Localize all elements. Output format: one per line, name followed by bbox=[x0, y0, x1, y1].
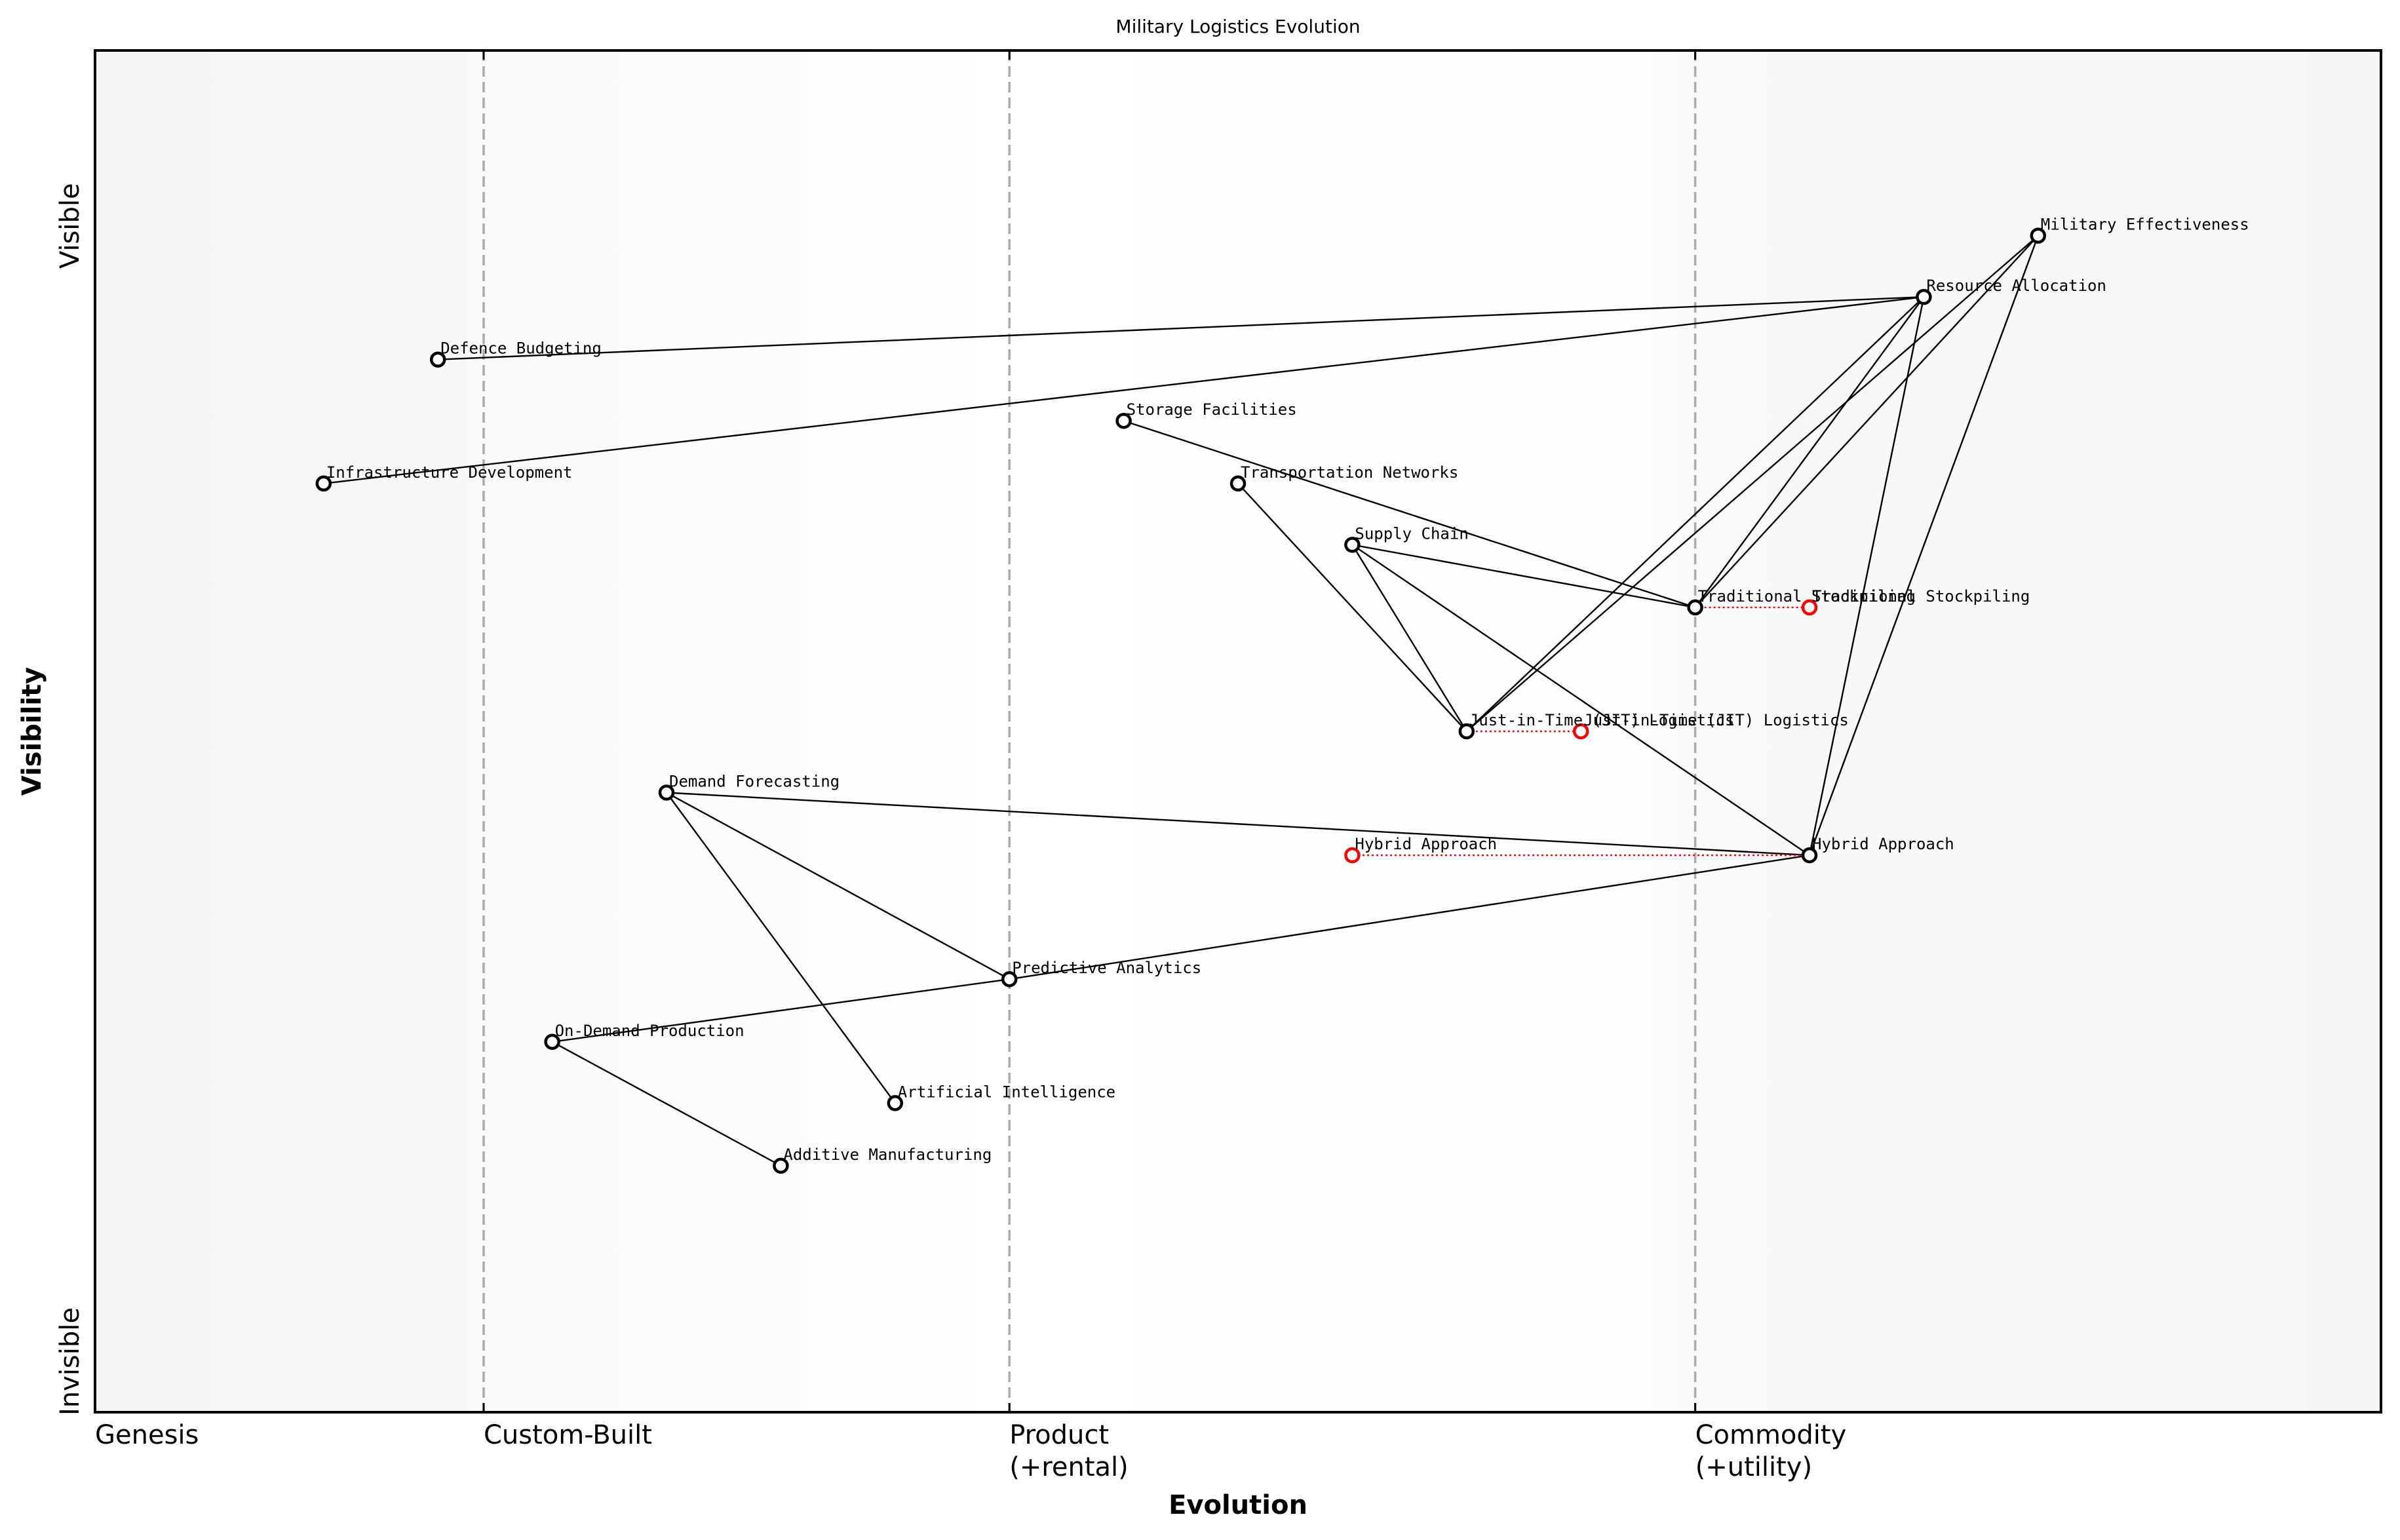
dependency-link bbox=[1465, 296, 1925, 732]
component-node bbox=[1001, 971, 1018, 988]
x-axis-title: Evolution bbox=[1169, 1490, 1307, 1520]
component-label: Hybrid Approach bbox=[1812, 835, 1954, 853]
dependency-link bbox=[666, 792, 1810, 857]
chart-title: Military Logistics Evolution bbox=[1115, 16, 1360, 37]
stage-label: Custom-Built bbox=[484, 1420, 652, 1450]
evolved-component-node bbox=[1572, 723, 1589, 740]
dependency-link bbox=[666, 792, 896, 1104]
stage-label: Commodity bbox=[1695, 1420, 1847, 1450]
plot-background bbox=[95, 50, 2381, 1412]
stage-dividers bbox=[482, 50, 1697, 1412]
component-label: Storage Facilities bbox=[1127, 400, 1297, 419]
evolved-component-node bbox=[1801, 599, 1818, 616]
component-node bbox=[429, 351, 446, 368]
y-axis-invisible-label: Invisible bbox=[55, 1307, 85, 1415]
component-node bbox=[887, 1095, 904, 1111]
component-label: Just-in-Time (JIT) Logistics bbox=[1469, 711, 1735, 729]
component-label: Resource Allocation bbox=[1926, 277, 2106, 295]
component-node bbox=[315, 475, 332, 492]
component-node bbox=[1916, 288, 1932, 305]
y-axis-visible-label: Visible bbox=[55, 183, 85, 269]
dependency-link bbox=[438, 296, 1924, 360]
component-node bbox=[544, 1033, 560, 1050]
dependency-link bbox=[1351, 544, 1810, 857]
component-labels: Military Effectiveness Resource Allocatio… bbox=[326, 216, 2249, 1164]
component-label: Supply Chain bbox=[1355, 524, 1468, 543]
stage-label: Product bbox=[1009, 1420, 1109, 1450]
dependency-link bbox=[323, 296, 1924, 484]
dependency-link bbox=[1694, 235, 2039, 608]
component-node bbox=[1344, 537, 1361, 553]
components bbox=[315, 227, 2047, 1174]
dependency-links bbox=[323, 235, 2039, 1166]
component-label: On-Demand Production bbox=[555, 1022, 745, 1040]
component-node bbox=[1458, 723, 1475, 740]
component-node bbox=[1229, 475, 1247, 492]
component-node bbox=[1801, 847, 1818, 864]
dependency-link bbox=[666, 792, 1010, 980]
dependency-link bbox=[552, 1041, 781, 1166]
component-node bbox=[773, 1157, 789, 1174]
stage-label-sub: (+utility) bbox=[1695, 1452, 1812, 1482]
component-node bbox=[2030, 227, 2047, 244]
plot-frame bbox=[94, 49, 2382, 1414]
evolved-component-label: Hybrid Approach bbox=[1355, 835, 1497, 853]
evolved-component-label: Just-in-Time (JIT) Logistics bbox=[1583, 711, 1849, 729]
component-label: Artificial Intelligence bbox=[898, 1083, 1115, 1101]
component-label: Demand Forecasting bbox=[669, 773, 840, 791]
y-axis-title: Visibility bbox=[17, 667, 47, 796]
component-label: Infrastructure Development bbox=[326, 463, 573, 482]
component-label: Defence Budgeting bbox=[440, 339, 602, 358]
dependency-link bbox=[1808, 235, 2039, 856]
dependency-link bbox=[1352, 544, 1695, 609]
component-node bbox=[1115, 412, 1132, 429]
component-label: Transportation Networks bbox=[1241, 463, 1458, 482]
dependency-link bbox=[1694, 296, 1925, 608]
component-label: Traditional Stockpiling bbox=[1698, 587, 1916, 606]
dependency-link bbox=[1009, 854, 1810, 980]
stage-label-sub: (+rental) bbox=[1009, 1452, 1129, 1482]
dependency-link bbox=[1466, 235, 2039, 732]
evolved-component-node bbox=[1344, 847, 1361, 864]
evolution-links bbox=[1352, 606, 1810, 857]
dependency-link bbox=[1123, 420, 1695, 609]
component-node bbox=[658, 784, 675, 801]
x-axis-stage-labels: Genesis Custom-Built Product(+rental) Commo… bbox=[95, 1420, 1846, 1482]
dependency-link bbox=[1808, 296, 1925, 856]
dependency-link bbox=[1237, 482, 1467, 732]
stage-label: Genesis bbox=[95, 1420, 199, 1450]
component-label: Military Effectiveness bbox=[2041, 216, 2249, 234]
evolved-component-label: Traditional Stockpiling bbox=[1812, 587, 2030, 606]
component-node bbox=[1687, 599, 1703, 616]
component-label: Additive Manufacturing bbox=[783, 1145, 992, 1164]
dependency-link bbox=[552, 978, 1010, 1043]
dependency-link bbox=[1351, 544, 1467, 732]
component-label: Predictive Analytics bbox=[1012, 959, 1201, 977]
